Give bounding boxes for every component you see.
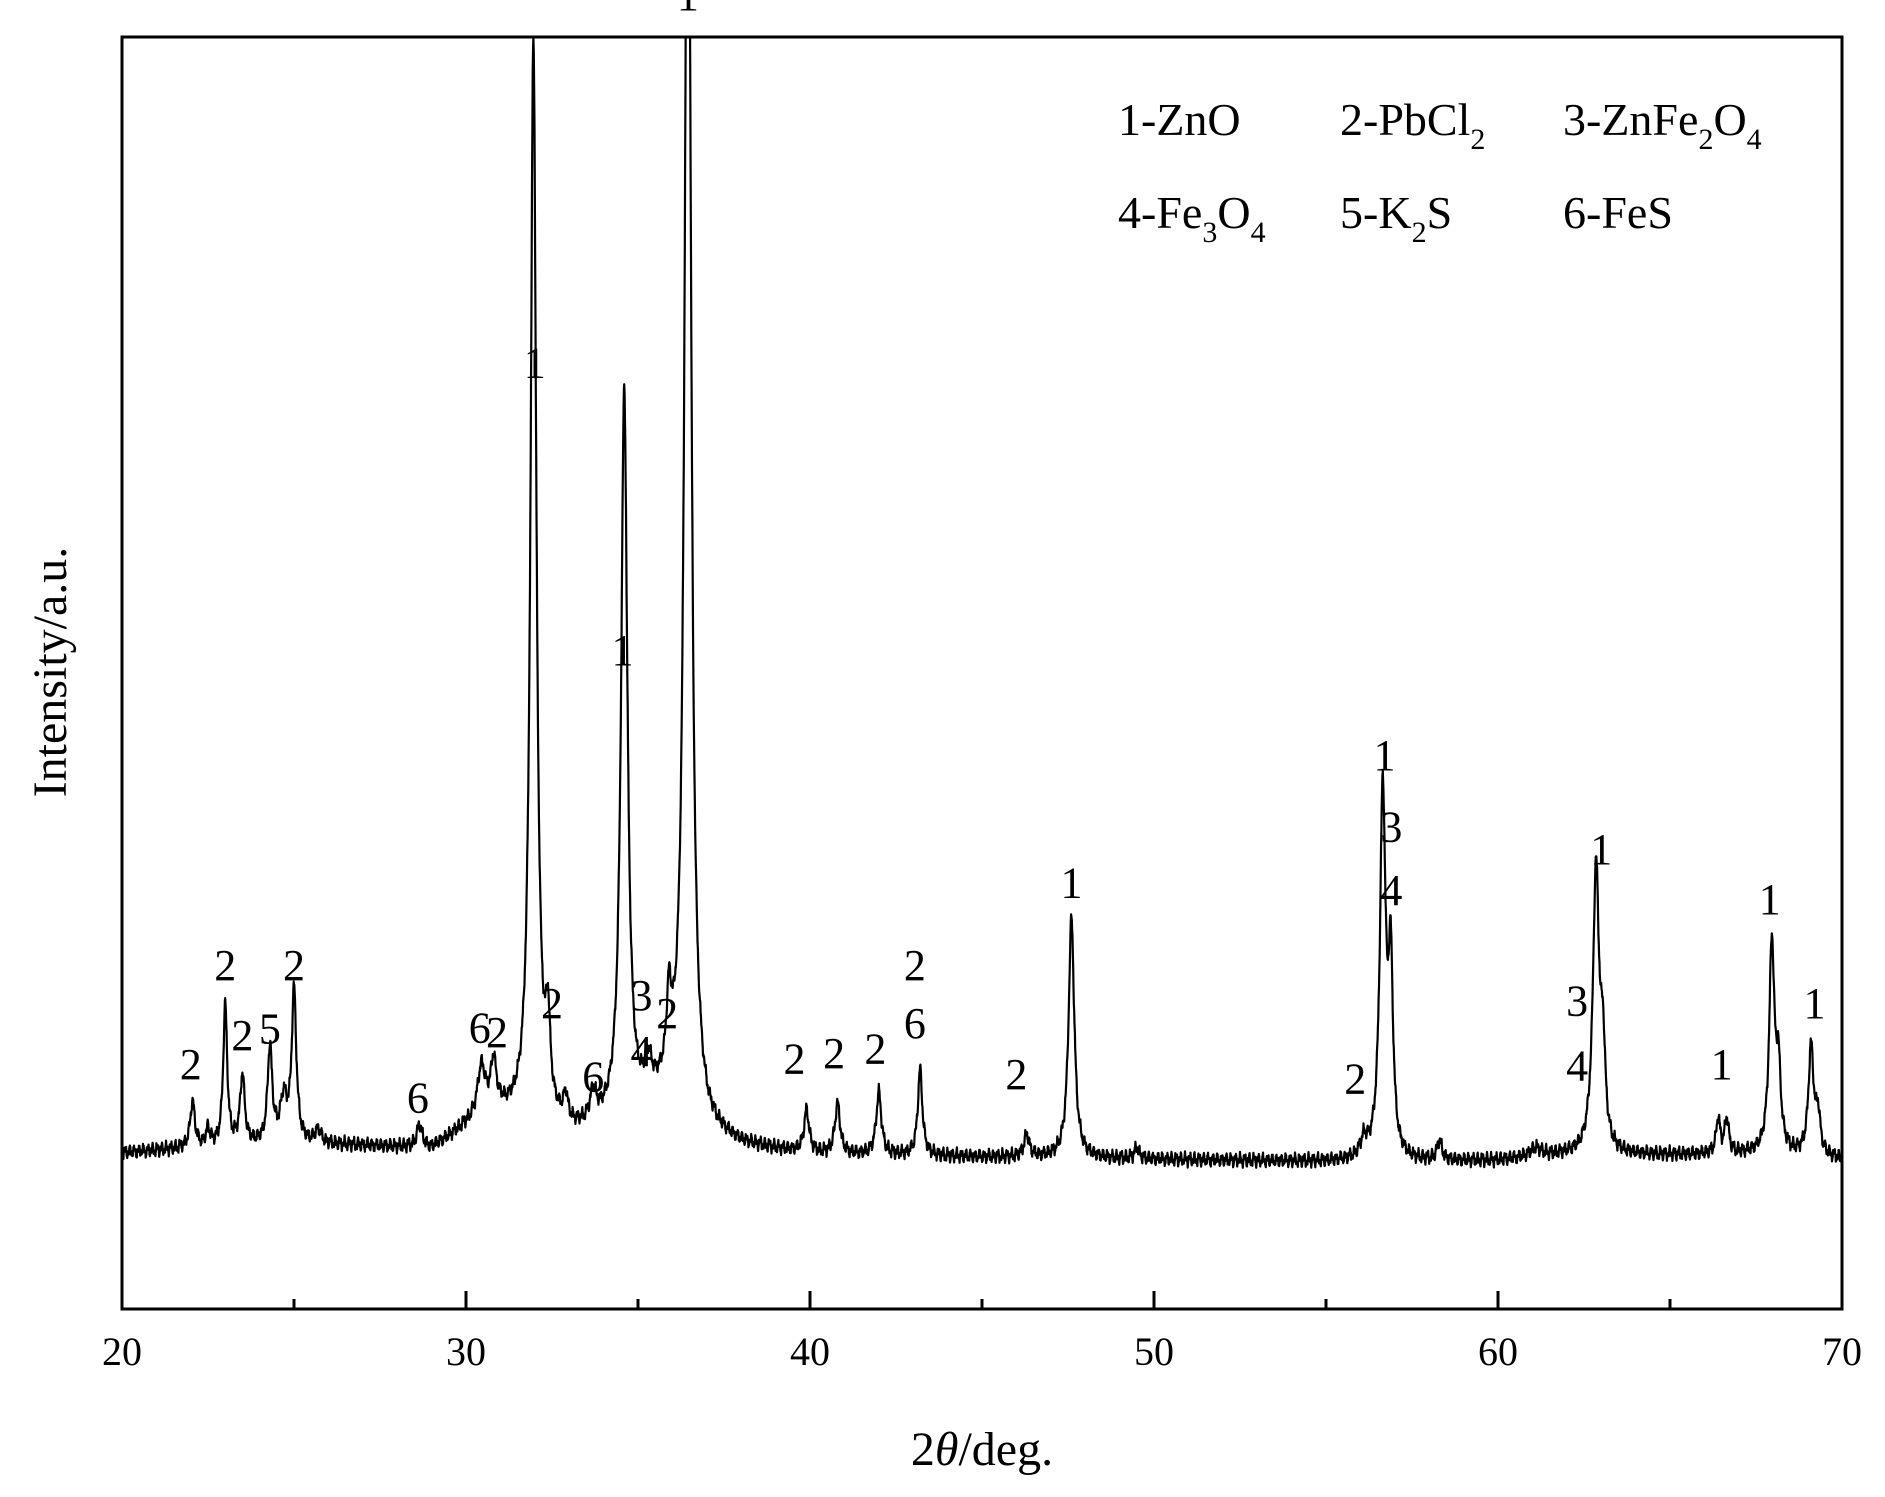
peak-label: 6 xyxy=(904,999,926,1048)
legend-item-3: 3-ZnFe2O4 xyxy=(1563,94,1762,156)
legend-item-1: 1-ZnO xyxy=(1118,94,1241,145)
peak-label: 2 xyxy=(180,1040,202,1089)
peak-label: 2 xyxy=(283,941,305,990)
peak-label: 1 xyxy=(612,626,634,675)
x-tick-label: 20 xyxy=(102,1329,142,1374)
peak-label: 1 xyxy=(1711,1040,1733,1089)
peak-label: 5 xyxy=(259,1004,281,1053)
legend-item-5: 5-K2S xyxy=(1340,187,1452,249)
peak-label: 2 xyxy=(486,1008,508,1057)
peak-label: 6 xyxy=(582,1052,604,1101)
legend-item-4: 4-Fe3O4 xyxy=(1118,187,1266,249)
x-axis-tick-labels: 20 30 40 50 60 70 xyxy=(102,1329,1862,1374)
peak-label: 3 xyxy=(1380,802,1402,851)
peak-annotations: 222526621261342122226212134341111 xyxy=(180,0,1826,1123)
peak-label: 2 xyxy=(784,1035,806,1084)
x-tick-label: 70 xyxy=(1822,1329,1862,1374)
x-tick-label: 60 xyxy=(1478,1329,1518,1374)
legend-item-6: 6-FeS xyxy=(1563,187,1673,238)
peak-label: 2 xyxy=(864,1025,886,1074)
peak-label: 1 xyxy=(1060,858,1082,907)
peak-label: 2 xyxy=(1344,1055,1366,1104)
peak-label: 2 xyxy=(904,941,926,990)
peak-label: 1 xyxy=(1803,979,1825,1028)
x-tick-label: 30 xyxy=(446,1329,486,1374)
peak-label: 2 xyxy=(231,1011,253,1060)
peak-label: 6 xyxy=(469,1003,491,1052)
peak-label: 1 xyxy=(677,0,699,20)
x-tick-label: 50 xyxy=(1134,1329,1174,1374)
legend: 1-ZnO 2-PbCl2 3-ZnFe2O4 4-Fe3O4 5-K2S 6-… xyxy=(1118,94,1762,249)
peak-label: 2 xyxy=(656,989,678,1038)
peak-label: 6 xyxy=(407,1074,429,1123)
xrd-pattern-line xyxy=(123,38,1841,1169)
y-axis-title: Intensity/a.u. xyxy=(24,547,77,798)
peak-label: 1 xyxy=(524,338,546,387)
peak-label: 3 xyxy=(1566,977,1588,1026)
peak-label: 4 xyxy=(630,1027,652,1076)
peak-label: 1 xyxy=(1590,825,1612,874)
x-axis-ticks xyxy=(120,1291,1844,1309)
x-axis-title: 2θ/deg. xyxy=(911,1423,1053,1476)
peak-label: 2 xyxy=(541,979,563,1028)
peak-label: 2 xyxy=(823,1029,845,1078)
peak-label: 2 xyxy=(1005,1050,1027,1099)
peak-label: 4 xyxy=(1380,866,1402,915)
peak-label: 1 xyxy=(1373,731,1395,780)
peak-label: 4 xyxy=(1566,1041,1588,1090)
legend-item-2: 2-PbCl2 xyxy=(1340,94,1485,156)
peak-label: 3 xyxy=(630,971,652,1020)
peak-label: 2 xyxy=(214,941,236,990)
x-tick-label: 40 xyxy=(790,1329,830,1374)
peak-label: 1 xyxy=(1759,875,1781,924)
